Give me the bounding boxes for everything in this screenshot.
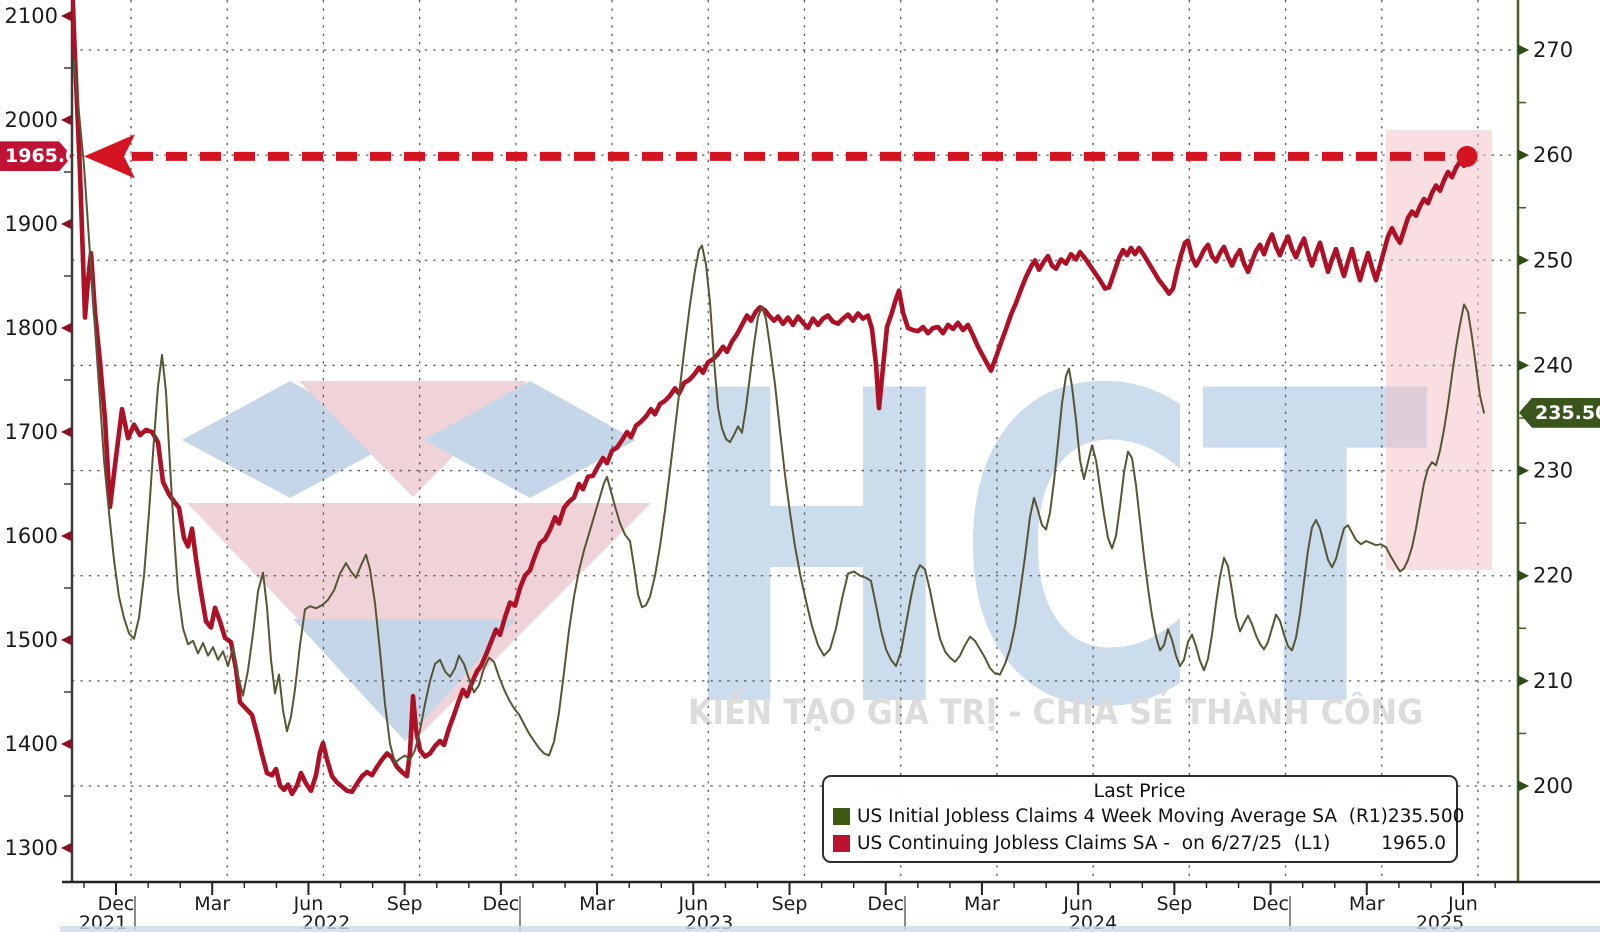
legend-row-initial-claims: US Initial Jobless Claims 4 Week Moving … xyxy=(833,803,1464,830)
initial-claims-label: US Initial Jobless Claims 4 Week Moving … xyxy=(857,806,1388,827)
x-axis-month-label: Jun xyxy=(677,893,708,915)
legend-row-continuing-claims: US Continuing Jobless Claims SA - on 6/2… xyxy=(833,830,1446,857)
x-axis-month-label: Sep xyxy=(387,893,423,915)
watermark-letters: HCT xyxy=(677,302,1431,802)
legend-box: Last Price US Initial Jobless Claims 4 W… xyxy=(822,775,1464,863)
x-axis-month-label: Dec xyxy=(867,893,904,915)
axes: 2100 2000 1900 1800 1700 1600 1500 1400 1300 270 2… xyxy=(5,0,1600,932)
right-axis-tick-label: 200 xyxy=(1533,774,1573,798)
right-axis-tick-label: 240 xyxy=(1533,353,1573,377)
highlight-band xyxy=(1386,130,1492,570)
left-axis-tick-label: 1700 xyxy=(5,420,58,444)
continuing-claims-value: 1965.0 xyxy=(1381,833,1446,854)
right-axis-tick-label: 250 xyxy=(1533,248,1573,272)
initial-claims-line xyxy=(73,59,1485,764)
continuing-claims-label: US Continuing Jobless Claims SA - on 6/2… xyxy=(857,833,1331,854)
left-axis-tick-label: 2100 xyxy=(5,4,58,28)
last-price-arrow xyxy=(84,134,1478,179)
x-axis-month-label: Mar xyxy=(964,893,1000,915)
left-axis-last-price-badge: 1965.0 xyxy=(0,141,72,172)
initial-claims-swatch xyxy=(833,808,850,825)
arrowhead-icon xyxy=(84,134,135,179)
right-axis-last-price-badge: 235.500 xyxy=(1519,397,1600,428)
left-axis-tick-label: 1300 xyxy=(5,836,58,860)
x-axis-month-label: Sep xyxy=(772,893,808,915)
initial-claims-value: 235.500 xyxy=(1387,806,1465,827)
continuing-claims-swatch xyxy=(833,835,850,852)
x-axis-month-label: Dec xyxy=(98,893,135,915)
x-axis-month-label: Sep xyxy=(1156,893,1192,915)
legend-title: Last Price xyxy=(1093,780,1186,802)
left-axis-tick-label: 1800 xyxy=(5,316,58,340)
x-axis-month-label: Jun xyxy=(1062,893,1093,915)
right-axis-tick-label: 230 xyxy=(1533,459,1573,483)
bottom-strip xyxy=(60,926,1600,932)
left-axis-tick-label: 1400 xyxy=(5,732,58,756)
x-axis-month-label: Mar xyxy=(194,893,230,915)
x-axis-month-label: Jun xyxy=(1447,893,1478,915)
x-axis-month-label: Jun xyxy=(293,893,324,915)
continuing-claims-line xyxy=(72,0,1478,797)
right-axis-tick-label: 270 xyxy=(1533,38,1573,62)
right-axis-tick-label: 210 xyxy=(1533,669,1573,693)
right-axis-tick-label: 220 xyxy=(1533,564,1573,588)
left-axis-tick-label: 1600 xyxy=(5,524,58,548)
watermark-slogan: KIẾN TẠO GIÁ TRỊ - CHIA SẺ THÀNH CÔNG xyxy=(688,686,1423,733)
left-axis-tick-label: 2000 xyxy=(5,108,58,132)
x-axis-month-label: Dec xyxy=(482,893,519,915)
line-end-dot xyxy=(1456,145,1478,167)
left-axis-tick-label: 1500 xyxy=(5,628,58,652)
x-axis-month-label: Dec xyxy=(1252,893,1289,915)
left-axis-tick-label: 1900 xyxy=(5,212,58,236)
x-axis-month-label: Mar xyxy=(579,893,615,915)
right-axis-tick-label: 260 xyxy=(1533,143,1573,167)
x-axis-month-label: Mar xyxy=(1349,893,1385,915)
